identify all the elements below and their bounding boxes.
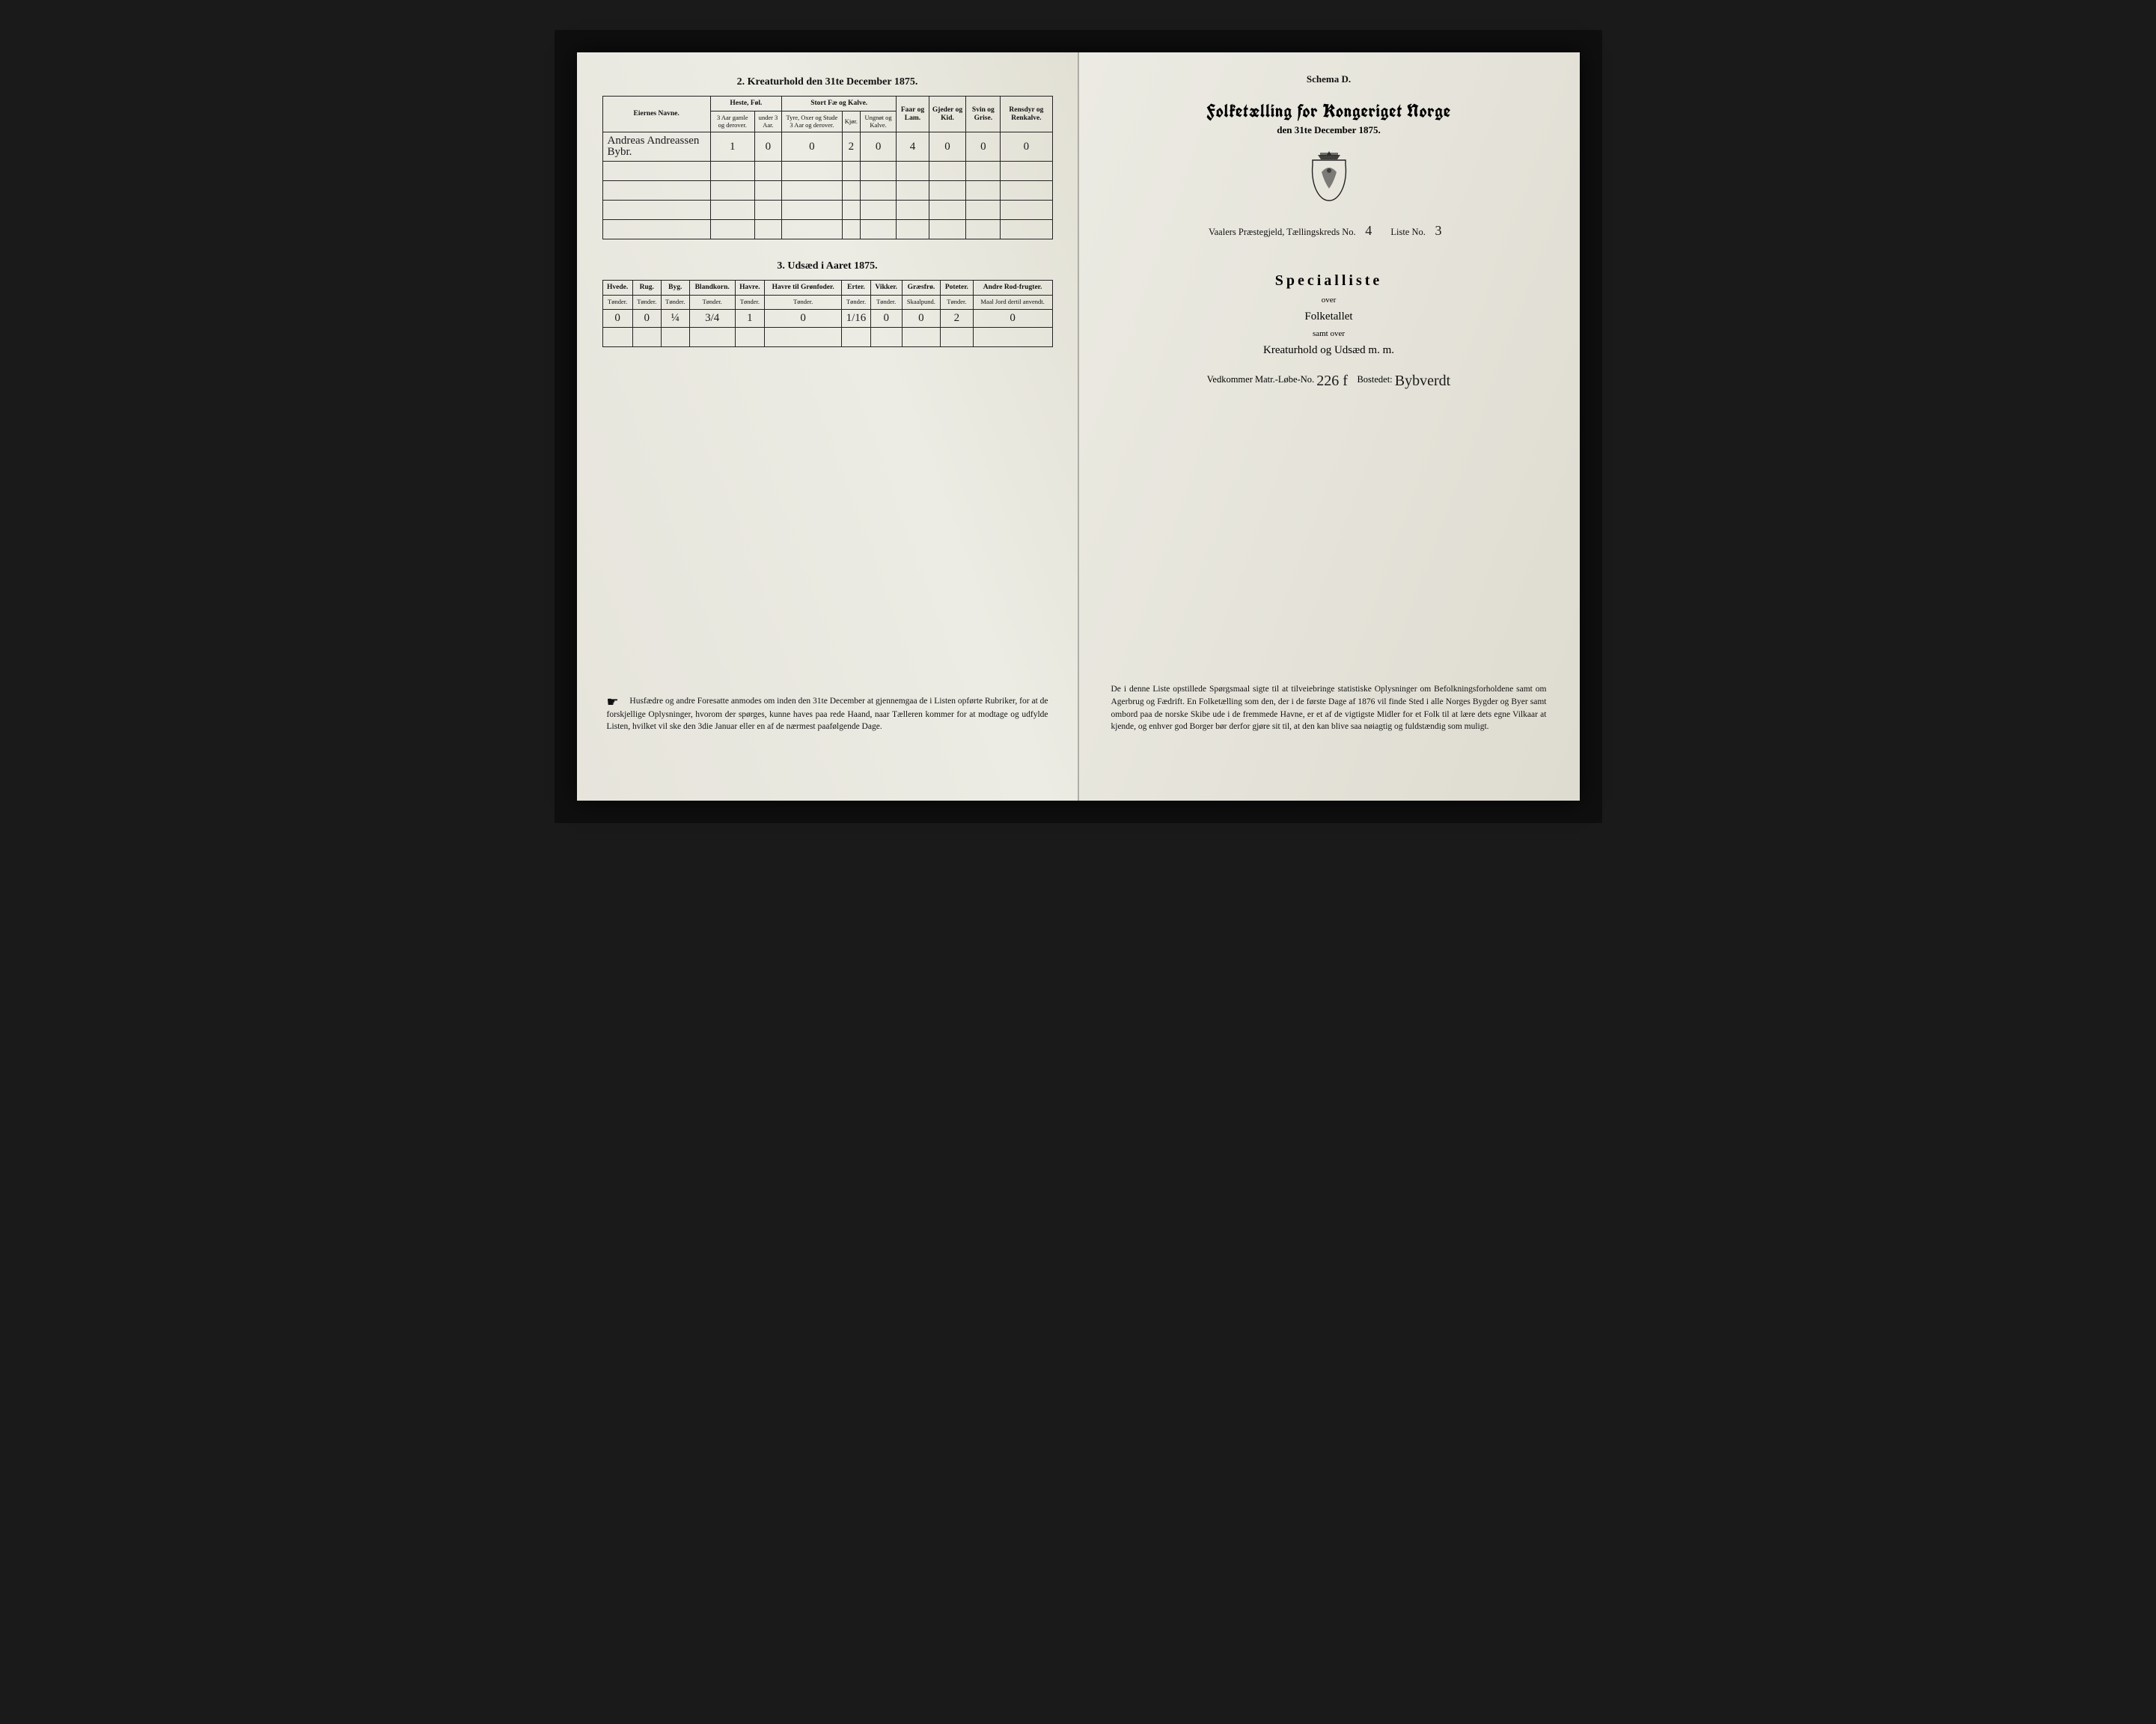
th-heste-1: 3 Aar gamle og derover. [710,111,754,132]
cell: 4 [897,132,929,162]
th-heste: Heste, Føl. [710,97,781,111]
table-udsaed: Hvede. Rug. Byg. Blandkorn. Havre. Havre… [602,280,1053,347]
th-unit: Tønder. [870,296,902,310]
schema-label: Schema D. [1104,73,1554,85]
th-unit: Tønder. [735,296,765,310]
cell: ¼ [661,310,689,328]
cell: 1 [710,132,754,162]
matr-line: Vedkommer Matr.-Løbe-No. 226 f Bostedet:… [1104,373,1554,388]
th-unit: Skaalpund. [902,296,940,310]
th-unit: Tønder. [842,296,871,310]
specialliste: Specialliste [1104,272,1554,290]
th-rensdyr: Rensdyr og Renkalve. [1001,97,1052,132]
parish-line: Vaalers Præstegjeld, Tællingskreds No. 4… [1104,224,1554,238]
th-svin: Svin og Grise. [966,97,1001,132]
section3-title: 3. Udsæd i Aaret 1875. [602,260,1053,272]
cell: 2 [941,310,974,328]
page-right: Schema D. Folketælling for Kongeriget No… [1078,52,1580,801]
th: Erter. [842,281,871,296]
samt-over: samt over [1104,329,1554,338]
th: Havre til Grønfoder. [765,281,842,296]
cell: 1/16 [842,310,871,328]
coat-of-arms-icon [1104,150,1554,212]
vedkommer-label: Vedkommer Matr.-Løbe-No. [1207,374,1314,385]
page-left: 2. Kreaturhold den 31te December 1875. E… [577,52,1078,801]
th-heste-2: under 3 Aar. [754,111,781,132]
cell: 0 [782,132,843,162]
th-unit: Tønder. [661,296,689,310]
cell: 0 [602,310,632,328]
document-spread: 2. Kreaturhold den 31te December 1875. E… [577,52,1580,801]
th-unit: Maal Jord dertil anvendt. [973,296,1052,310]
cell: 0 [929,132,966,162]
cell: 0 [1001,132,1052,162]
footer-text: Husfædre og andre Foresatte anmodes om i… [607,697,1048,732]
table-row: Andreas Andreassen Bybr. 1 0 0 2 0 4 0 0… [602,132,1052,162]
left-footer-note: ☛ Husfædre og andre Foresatte anmodes om… [607,695,1048,733]
cell: 0 [902,310,940,328]
pointer-icon: ☛ [607,695,628,709]
th-fae-1: Tyre, Oxer og Stude 3 Aar og derover. [782,111,843,132]
table-row [602,162,1052,181]
th-unit: Tønder. [602,296,632,310]
th-fae-3: Ungnøt og Kalve. [860,111,896,132]
date-line: den 31te December 1875. [1104,124,1554,136]
table-row [602,220,1052,239]
section2-title: 2. Kreaturhold den 31te December 1875. [602,76,1053,88]
th: Græsfrø. [902,281,940,296]
th: Poteter. [941,281,974,296]
th: Rug. [632,281,661,296]
table-row [602,181,1052,201]
cell: 3/4 [689,310,735,328]
th-faar: Faar og Lam. [897,97,929,132]
cell: 0 [860,132,896,162]
kreds-no: 4 [1358,224,1379,238]
th: Andre Rod-frugter. [973,281,1052,296]
th-unit: Tønder. [765,296,842,310]
th: Vikker. [870,281,902,296]
table-row [602,201,1052,220]
cell: 0 [973,310,1052,328]
th: Blandkorn. [689,281,735,296]
cell-owner: Andreas Andreassen Bybr. [602,132,710,162]
cell: 2 [842,132,860,162]
matr-no: 226 f [1316,373,1348,389]
liste-no: 3 [1428,224,1449,238]
th-owner: Eiernes Navne. [602,97,710,132]
cell: 0 [754,132,781,162]
cell: 0 [632,310,661,328]
parish-prefix: Vaalers Præstegjeld, Tællingskreds No. [1209,227,1356,237]
bostedet-label: Bostedet: [1357,374,1392,385]
th: Havre. [735,281,765,296]
right-paragraph: De i denne Liste opstillede Spørgsmaal s… [1111,683,1547,733]
cell: 0 [765,310,842,328]
th-unit: Tønder. [689,296,735,310]
th-unit: Tønder. [941,296,974,310]
th-fae-2: Kjør. [842,111,860,132]
bostedet: Bybverdt [1395,373,1450,389]
th: Hvede. [602,281,632,296]
cell: 0 [966,132,1001,162]
folketallet: Folketallet [1104,311,1554,323]
main-title: Folketælling for Kongeriget Norge [1104,99,1554,123]
th-unit: Tønder. [632,296,661,310]
th-stortfae: Stort Fæ og Kalve. [782,97,897,111]
th-gjeder: Gjeder og Kid. [929,97,966,132]
table-row [602,328,1052,347]
kreatur-line: Kreaturhold og Udsæd m. m. [1104,344,1554,357]
cell: 0 [870,310,902,328]
liste-label: Liste No. [1390,227,1426,237]
microfilm-frame: 2. Kreaturhold den 31te December 1875. E… [555,30,1602,823]
cell: 1 [735,310,765,328]
table-row: 0 0 ¼ 3/4 1 0 1/16 0 0 2 0 [602,310,1052,328]
th: Byg. [661,281,689,296]
over-1: over [1104,296,1554,305]
table-kreaturhold: Eiernes Navne. Heste, Føl. Stort Fæ og K… [602,96,1053,239]
